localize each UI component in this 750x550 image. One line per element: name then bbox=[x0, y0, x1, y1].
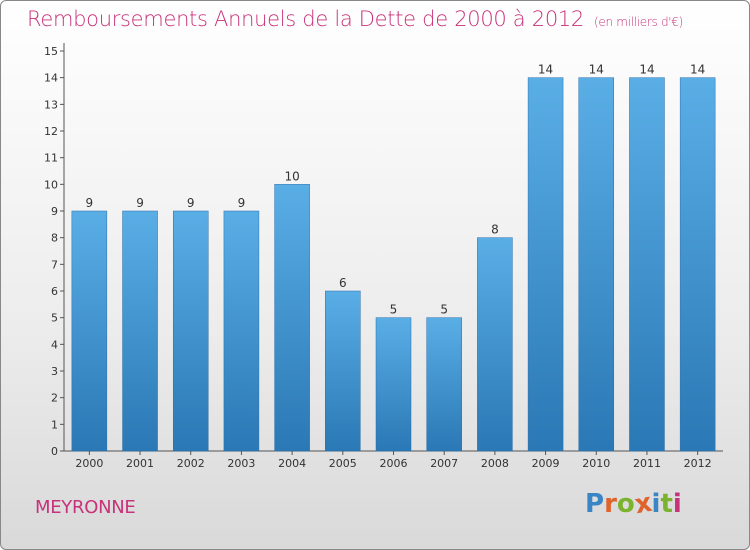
data-label: 14 bbox=[639, 63, 654, 77]
y-tick-label: 6 bbox=[51, 285, 58, 298]
data-label: 14 bbox=[589, 63, 604, 77]
proxiti-logo[interactable]: Proxiti bbox=[585, 488, 682, 520]
bar-2003 bbox=[223, 210, 260, 452]
bar-2002 bbox=[172, 210, 209, 452]
logo-letter: t bbox=[660, 489, 673, 519]
y-tick-label: 4 bbox=[51, 338, 58, 351]
x-tick-label: 2000 bbox=[75, 457, 103, 470]
y-tick-label: 13 bbox=[44, 98, 58, 111]
x-tick-label: 2012 bbox=[684, 457, 712, 470]
bar-2009 bbox=[527, 77, 564, 452]
y-tick-label: 12 bbox=[44, 125, 58, 138]
bar-2007 bbox=[426, 317, 462, 452]
data-label: 14 bbox=[690, 63, 705, 77]
bar-2012 bbox=[679, 77, 716, 452]
y-tick-label: 14 bbox=[44, 72, 58, 85]
data-label: 6 bbox=[339, 276, 347, 290]
bar-2008 bbox=[477, 237, 513, 452]
bar-2011 bbox=[629, 77, 665, 452]
x-tick-label: 2006 bbox=[380, 457, 408, 470]
y-tick-label: 0 bbox=[51, 445, 58, 458]
x-tick-label: 2010 bbox=[582, 457, 610, 470]
x-tick-label: 2009 bbox=[532, 457, 560, 470]
data-label: 5 bbox=[440, 303, 448, 317]
y-tick-label: 7 bbox=[51, 258, 58, 271]
logo-letter: r bbox=[604, 489, 617, 519]
x-tick-label: 2002 bbox=[177, 457, 205, 470]
logo-letter: P bbox=[585, 489, 605, 519]
x-tick-label: 2005 bbox=[329, 457, 357, 470]
y-tick-label: 2 bbox=[51, 392, 58, 405]
logo-letter: o bbox=[616, 489, 635, 519]
y-tick-label: 10 bbox=[44, 178, 58, 191]
bar-2006 bbox=[375, 317, 412, 452]
bar-2005 bbox=[325, 290, 361, 452]
bar-2010 bbox=[578, 77, 615, 452]
data-label: 9 bbox=[238, 196, 246, 210]
chart-unit: (en milliers d'€) bbox=[594, 15, 684, 29]
data-label: 9 bbox=[86, 196, 94, 210]
data-label: 14 bbox=[538, 63, 553, 77]
x-tick-label: 2004 bbox=[278, 457, 306, 470]
bar-2004 bbox=[274, 184, 310, 452]
commune-name: MEYRONNE bbox=[35, 497, 136, 518]
y-tick-label: 8 bbox=[51, 232, 58, 245]
y-tick-label: 9 bbox=[51, 205, 58, 218]
data-label: 5 bbox=[390, 303, 398, 317]
chart-title: Remboursements Annuels de la Dette de 20… bbox=[27, 7, 683, 31]
chart-title-text: Remboursements Annuels de la Dette de 20… bbox=[27, 7, 584, 31]
y-tick-label: 5 bbox=[51, 312, 58, 325]
y-tick-label: 15 bbox=[44, 45, 58, 58]
data-label: 10 bbox=[284, 169, 299, 183]
data-label: 9 bbox=[136, 196, 144, 210]
logo-letter: i bbox=[672, 489, 682, 519]
y-tick-label: 3 bbox=[51, 365, 58, 378]
x-tick-label: 2008 bbox=[481, 457, 509, 470]
data-label: 8 bbox=[491, 223, 499, 237]
y-tick-label: 11 bbox=[44, 152, 58, 165]
bar-2000 bbox=[71, 210, 108, 452]
bar-2001 bbox=[122, 210, 158, 452]
x-tick-label: 2007 bbox=[430, 457, 458, 470]
logo-letter: i bbox=[651, 489, 661, 519]
x-tick-label: 2001 bbox=[126, 457, 154, 470]
data-label: 9 bbox=[187, 196, 195, 210]
x-tick-label: 2003 bbox=[227, 457, 255, 470]
x-tick-label: 2011 bbox=[633, 457, 661, 470]
y-tick-label: 1 bbox=[51, 418, 58, 431]
